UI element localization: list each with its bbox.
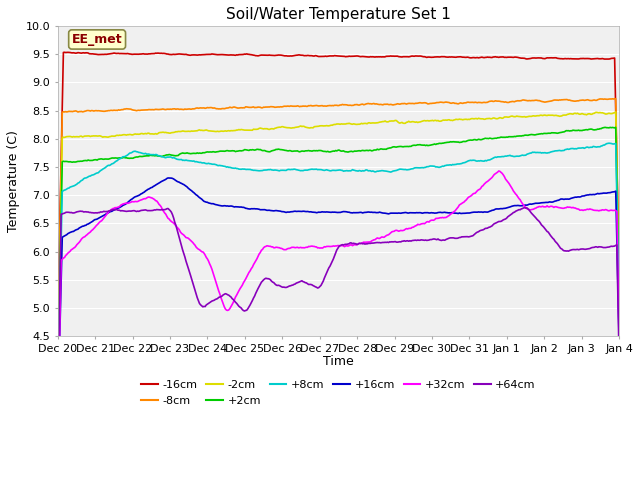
Title: Soil/Water Temperature Set 1: Soil/Water Temperature Set 1 <box>226 7 451 22</box>
Text: EE_met: EE_met <box>72 33 122 46</box>
Legend: -16cm, -8cm, -2cm, +2cm, +8cm, +16cm, +32cm, +64cm: -16cm, -8cm, -2cm, +2cm, +8cm, +16cm, +3… <box>137 375 540 410</box>
X-axis label: Time: Time <box>323 355 354 368</box>
Y-axis label: Temperature (C): Temperature (C) <box>7 130 20 232</box>
